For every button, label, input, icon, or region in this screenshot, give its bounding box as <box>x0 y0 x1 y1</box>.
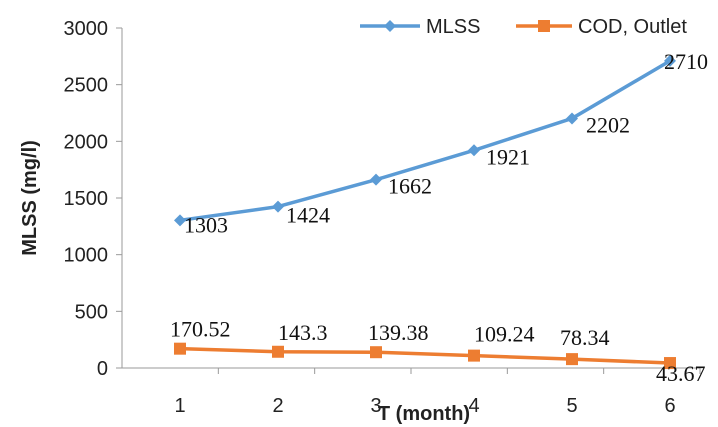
data-point-cod-outlet <box>664 357 676 370</box>
data-label: 143.3 <box>278 320 328 345</box>
y-tick-label: 2500 <box>64 75 109 97</box>
x-tick-label: 2 <box>272 395 283 417</box>
legend-marker-mlss <box>384 20 396 32</box>
data-labels: 1303 1424 1662 1921 2202 2710 170.52 143.3 139.3… <box>170 49 708 386</box>
series-group <box>174 54 676 370</box>
data-label: 1662 <box>388 174 432 199</box>
x-tick-label: 1 <box>174 395 185 417</box>
x-tick-label: 5 <box>566 395 577 417</box>
axes <box>116 27 701 374</box>
legend: MLSS COD, Outlet <box>360 16 687 38</box>
data-point-mlss <box>370 173 382 186</box>
data-point-cod-outlet <box>468 349 480 362</box>
data-label: 2202 <box>586 112 630 137</box>
legend-label: MLSS <box>426 16 480 38</box>
y-tick-label: 1500 <box>64 188 109 210</box>
data-point-mlss <box>664 54 676 67</box>
data-point-cod-outlet <box>174 342 186 355</box>
data-point-mlss <box>468 144 480 157</box>
x-tick-labels: 1 2 3 4 5 6 <box>174 395 675 417</box>
data-label: 2710 <box>664 49 708 74</box>
y-tick-label: 500 <box>75 301 108 323</box>
data-point-cod-outlet <box>370 346 382 359</box>
x-tick-label: 3 <box>370 395 381 417</box>
data-label: 170.52 <box>170 317 231 342</box>
data-point-mlss <box>272 200 284 213</box>
data-label: 43.67 <box>656 361 706 386</box>
data-point-mlss <box>566 112 578 125</box>
legend-label: COD, Outlet <box>578 16 687 38</box>
data-label: 1424 <box>286 203 330 228</box>
series-line-mlss <box>179 59 671 223</box>
data-label: 1303 <box>184 212 228 237</box>
data-label: 78.34 <box>560 325 610 350</box>
y-tick-label: 0 <box>97 358 108 380</box>
x-tick-label: 4 <box>468 395 479 417</box>
data-point-cod-outlet <box>272 345 284 358</box>
series-line-cod-outlet <box>179 346 671 365</box>
data-label: 139.38 <box>368 320 429 345</box>
y-tick-label: 1000 <box>64 245 109 267</box>
data-point-cod-outlet <box>566 353 578 366</box>
y-axis-title: MLSS (mg/l) <box>19 140 41 256</box>
x-tick-label: 6 <box>664 395 675 417</box>
data-label: 109.24 <box>474 322 535 347</box>
y-tick-label: 2000 <box>64 131 109 153</box>
data-label: 1921 <box>486 144 530 169</box>
y-tick-labels: 0 500 1000 1500 2000 2500 3000 <box>64 18 109 380</box>
legend-marker-cod-outlet <box>538 20 550 32</box>
y-tick-label: 3000 <box>64 18 109 40</box>
x-axis-title: T (month) <box>378 403 470 425</box>
data-point-mlss <box>174 214 186 227</box>
